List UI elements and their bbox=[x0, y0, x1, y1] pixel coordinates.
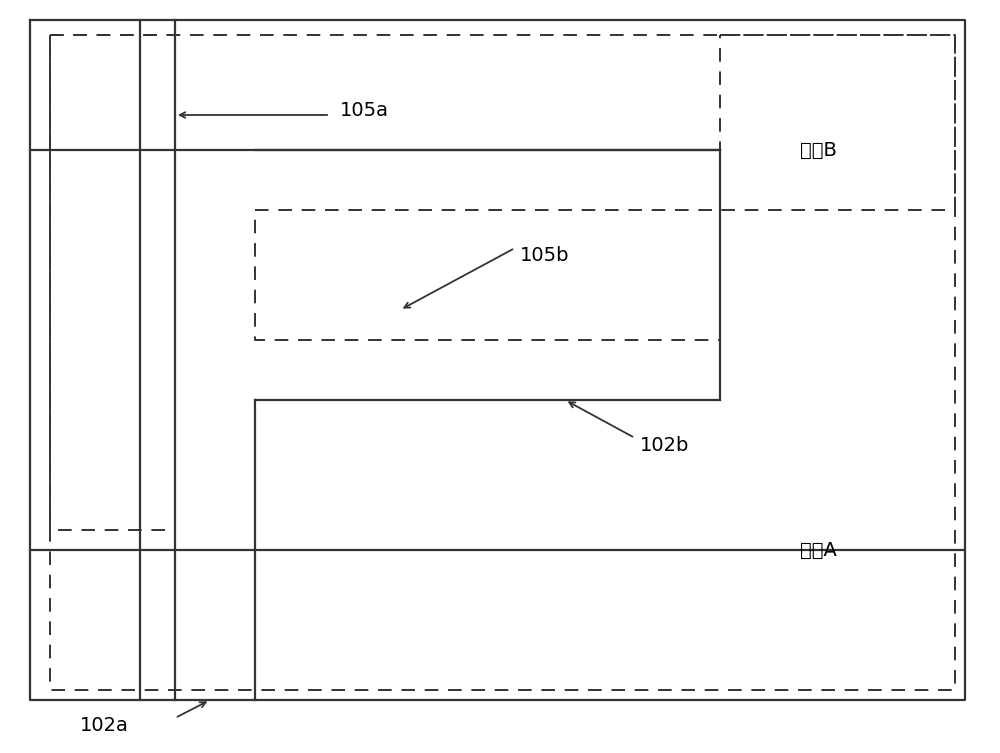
Text: 102b: 102b bbox=[640, 435, 689, 455]
Text: 切线A: 切线A bbox=[800, 541, 837, 559]
Text: 切线B: 切线B bbox=[800, 141, 837, 160]
Text: 105a: 105a bbox=[340, 100, 389, 120]
Text: 102a: 102a bbox=[80, 716, 129, 735]
Text: 105b: 105b bbox=[520, 245, 570, 264]
